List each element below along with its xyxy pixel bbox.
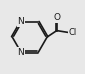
Text: N: N <box>18 17 24 26</box>
Text: Cl: Cl <box>69 28 77 37</box>
Text: N: N <box>18 48 24 57</box>
Text: O: O <box>53 13 60 22</box>
